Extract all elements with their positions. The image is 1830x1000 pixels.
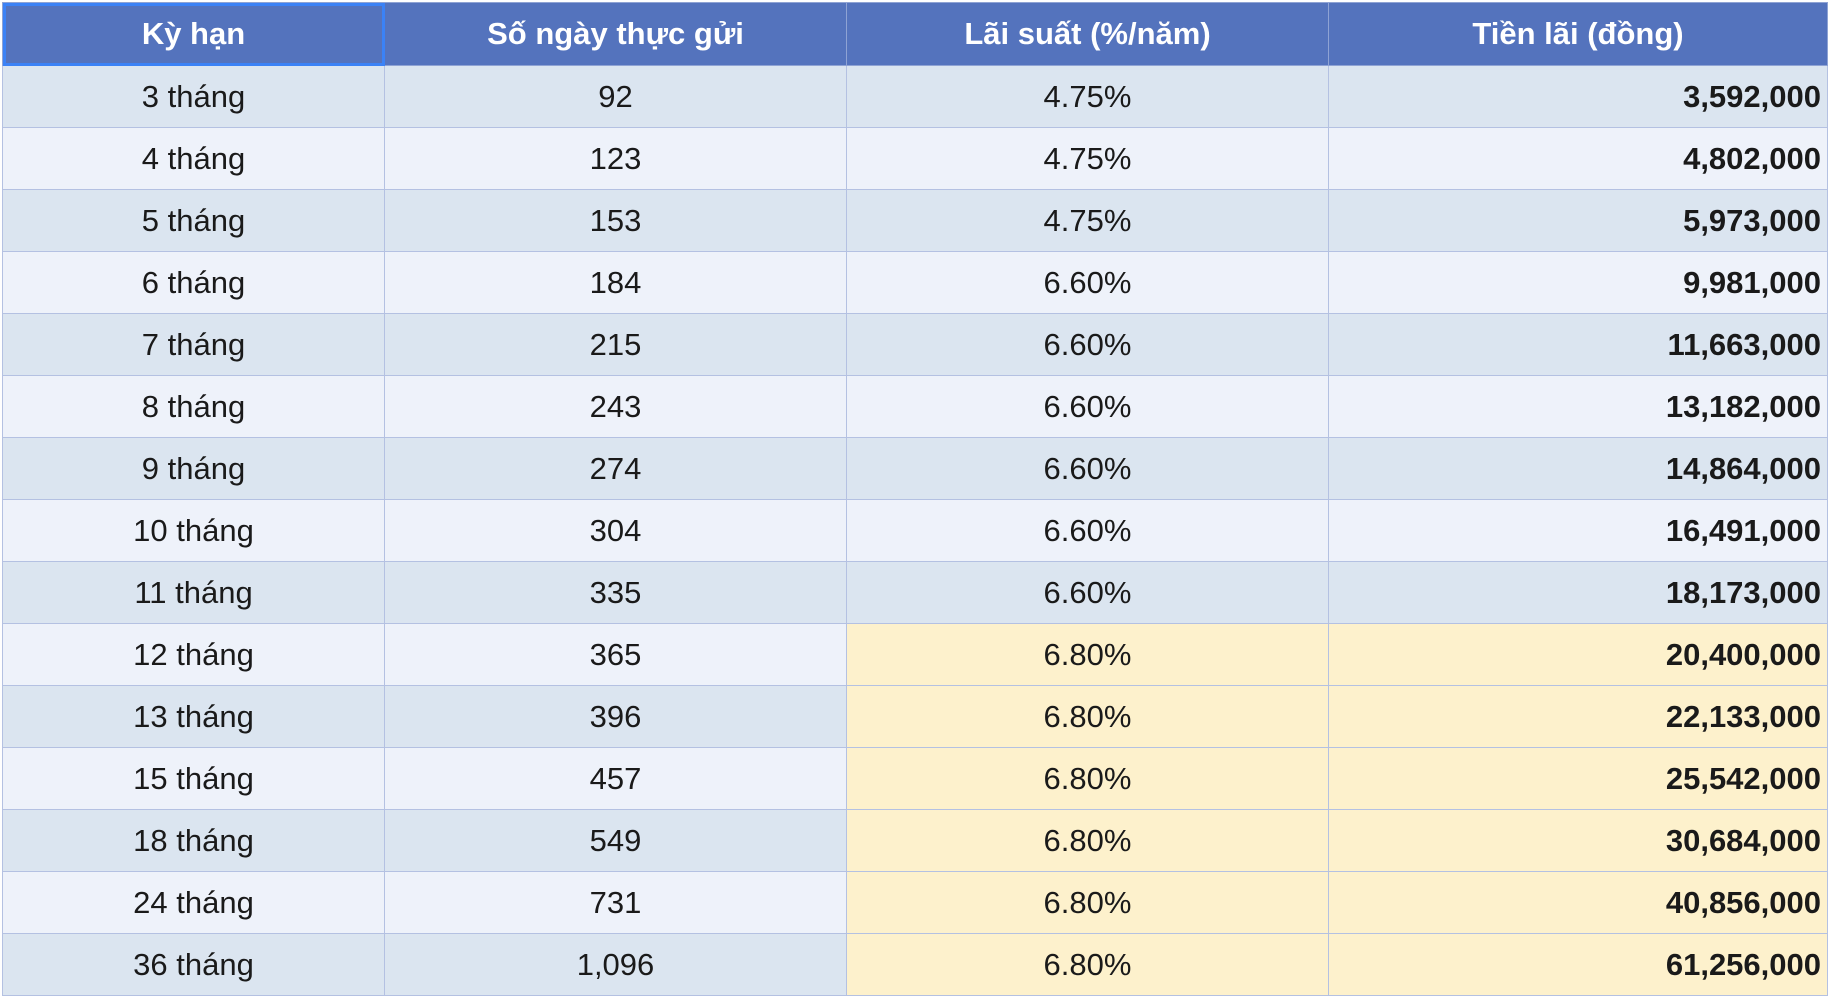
rate-cell[interactable]: 6.60% (846, 437, 1329, 500)
header-cell-rate[interactable]: Lãi suất (%/năm) (846, 2, 1329, 66)
days-cell[interactable]: 215 (384, 313, 847, 376)
rate-cell[interactable]: 6.80% (846, 809, 1329, 872)
interest-cell[interactable]: 30,684,000 (1328, 809, 1828, 872)
table-row: 11 tháng 335 6.60% 18,173,000 (2, 561, 1828, 624)
term-cell[interactable]: 11 tháng (2, 561, 385, 624)
interest-cell[interactable]: 18,173,000 (1328, 561, 1828, 624)
table-row: 12 tháng 365 6.80% 20,400,000 (2, 623, 1828, 686)
term-cell[interactable]: 3 tháng (2, 65, 385, 128)
days-cell[interactable]: 92 (384, 65, 847, 128)
interest-cell[interactable]: 25,542,000 (1328, 747, 1828, 810)
table-row: 6 tháng 184 6.60% 9,981,000 (2, 251, 1828, 314)
rate-cell[interactable]: 6.60% (846, 313, 1329, 376)
term-cell[interactable]: 8 tháng (2, 375, 385, 438)
term-cell[interactable]: 24 tháng (2, 871, 385, 934)
days-cell[interactable]: 365 (384, 623, 847, 686)
interest-cell[interactable]: 22,133,000 (1328, 685, 1828, 748)
days-cell[interactable]: 457 (384, 747, 847, 810)
interest-cell[interactable]: 9,981,000 (1328, 251, 1828, 314)
rate-cell[interactable]: 6.80% (846, 871, 1329, 934)
term-cell[interactable]: 9 tháng (2, 437, 385, 500)
rate-cell[interactable]: 6.60% (846, 561, 1329, 624)
days-cell[interactable]: 731 (384, 871, 847, 934)
rate-cell[interactable]: 6.60% (846, 499, 1329, 562)
rate-cell[interactable]: 4.75% (846, 189, 1329, 252)
days-cell[interactable]: 549 (384, 809, 847, 872)
days-cell[interactable]: 304 (384, 499, 847, 562)
table-body: 3 tháng 92 4.75% 3,592,000 4 tháng 123 4.75% 4,… (2, 65, 1828, 996)
term-cell[interactable]: 5 tháng (2, 189, 385, 252)
interest-cell[interactable]: 3,592,000 (1328, 65, 1828, 128)
term-cell[interactable]: 15 tháng (2, 747, 385, 810)
days-cell[interactable]: 123 (384, 127, 847, 190)
term-cell[interactable]: 6 tháng (2, 251, 385, 314)
table-row: 18 tháng 549 6.80% 30,684,000 (2, 809, 1828, 872)
days-cell[interactable]: 396 (384, 685, 847, 748)
days-cell[interactable]: 153 (384, 189, 847, 252)
interest-cell[interactable]: 61,256,000 (1328, 933, 1828, 996)
table-row: 3 tháng 92 4.75% 3,592,000 (2, 65, 1828, 128)
term-cell[interactable]: 36 tháng (2, 933, 385, 996)
interest-cell[interactable]: 20,400,000 (1328, 623, 1828, 686)
term-cell[interactable]: 10 tháng (2, 499, 385, 562)
interest-cell[interactable]: 5,973,000 (1328, 189, 1828, 252)
interest-cell[interactable]: 16,491,000 (1328, 499, 1828, 562)
header-cell-days[interactable]: Số ngày thực gửi (384, 2, 847, 66)
days-cell[interactable]: 274 (384, 437, 847, 500)
table-row: 15 tháng 457 6.80% 25,542,000 (2, 747, 1828, 810)
term-cell[interactable]: 7 tháng (2, 313, 385, 376)
table-row: 13 tháng 396 6.80% 22,133,000 (2, 685, 1828, 748)
table-row: 36 tháng 1,096 6.80% 61,256,000 (2, 933, 1828, 996)
table-row: 7 tháng 215 6.60% 11,663,000 (2, 313, 1828, 376)
rate-cell[interactable]: 6.80% (846, 623, 1329, 686)
rate-cell[interactable]: 6.60% (846, 251, 1329, 314)
term-cell[interactable]: 12 tháng (2, 623, 385, 686)
header-cell-term[interactable]: Kỳ hạn (2, 2, 385, 66)
days-cell[interactable]: 184 (384, 251, 847, 314)
days-cell[interactable]: 335 (384, 561, 847, 624)
table-row: 9 tháng 274 6.60% 14,864,000 (2, 437, 1828, 500)
table-row: 8 tháng 243 6.60% 13,182,000 (2, 375, 1828, 438)
term-cell[interactable]: 4 tháng (2, 127, 385, 190)
rate-cell[interactable]: 6.60% (846, 375, 1329, 438)
table-row: 5 tháng 153 4.75% 5,973,000 (2, 189, 1828, 252)
rate-cell[interactable]: 4.75% (846, 65, 1329, 128)
term-cell[interactable]: 13 tháng (2, 685, 385, 748)
interest-cell[interactable]: 40,856,000 (1328, 871, 1828, 934)
header-row: Kỳ hạn Số ngày thực gửi Lãi suất (%/năm)… (2, 2, 1828, 66)
rate-cell[interactable]: 4.75% (846, 127, 1329, 190)
days-cell[interactable]: 1,096 (384, 933, 847, 996)
interest-cell[interactable]: 4,802,000 (1328, 127, 1828, 190)
header-cell-interest[interactable]: Tiền lãi (đồng) (1328, 2, 1828, 66)
interest-cell[interactable]: 14,864,000 (1328, 437, 1828, 500)
interest-cell[interactable]: 11,663,000 (1328, 313, 1828, 376)
table-row: 10 tháng 304 6.60% 16,491,000 (2, 499, 1828, 562)
days-cell[interactable]: 243 (384, 375, 847, 438)
term-cell[interactable]: 18 tháng (2, 809, 385, 872)
rate-cell[interactable]: 6.80% (846, 685, 1329, 748)
table-row: 4 tháng 123 4.75% 4,802,000 (2, 127, 1828, 190)
rate-cell[interactable]: 6.80% (846, 933, 1329, 996)
table-row: 24 tháng 731 6.80% 40,856,000 (2, 871, 1828, 934)
rate-cell[interactable]: 6.80% (846, 747, 1329, 810)
interest-cell[interactable]: 13,182,000 (1328, 375, 1828, 438)
